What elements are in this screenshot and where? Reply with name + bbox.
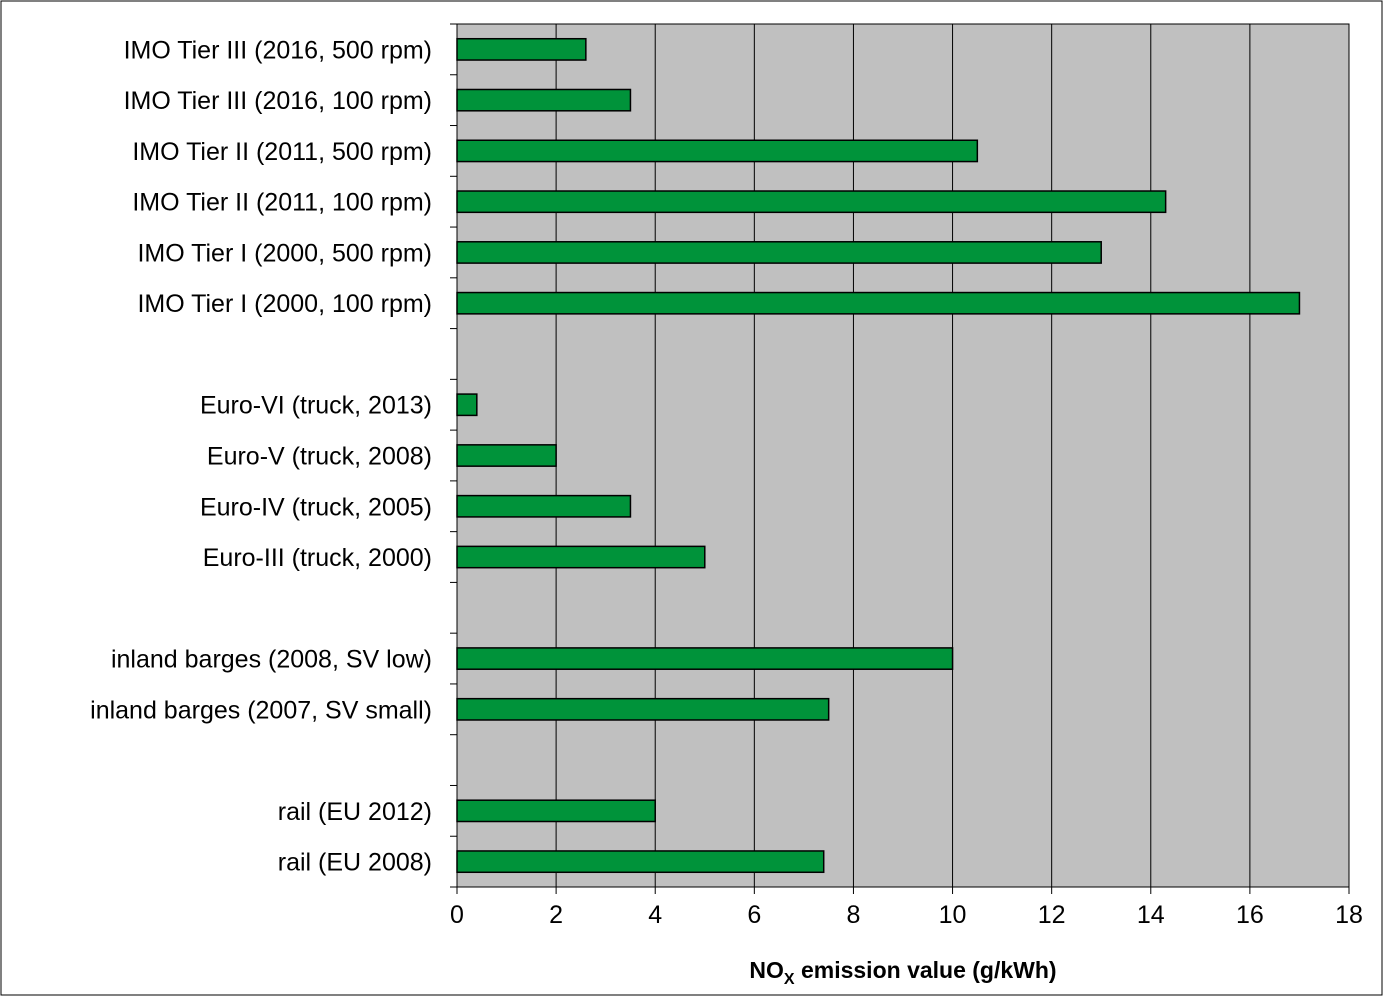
category-label: Euro-VI (truck, 2013) xyxy=(200,392,432,420)
category-label: inland barges (2007, SV small) xyxy=(90,696,432,724)
grid-lines xyxy=(555,24,1251,887)
x-axis-title-subscript: X xyxy=(784,971,795,988)
category-label: IMO Tier II (2011, 500 rpm) xyxy=(132,138,432,166)
x-tick-label: 0 xyxy=(450,901,464,929)
x-tick-label: 6 xyxy=(747,901,761,929)
x-tick-label: 14 xyxy=(1137,901,1165,929)
x-tick-label: 2 xyxy=(549,901,563,929)
x-tick-label: 16 xyxy=(1236,901,1264,929)
bar xyxy=(456,850,825,874)
plot-area xyxy=(456,23,1350,888)
x-tick-label: 18 xyxy=(1335,901,1363,929)
x-tick-label: 10 xyxy=(939,901,967,929)
category-label: Euro-V (truck, 2008) xyxy=(207,443,432,471)
category-label: rail (EU 2012) xyxy=(278,798,432,826)
x-axis-tick-marks xyxy=(456,887,1350,894)
category-label: Euro-IV (truck, 2005) xyxy=(200,493,432,521)
bar xyxy=(456,393,478,417)
bar xyxy=(456,291,1301,315)
bar xyxy=(456,494,632,518)
bar xyxy=(456,241,1102,264)
category-label: Euro-III (truck, 2000) xyxy=(203,544,432,572)
bar xyxy=(456,88,632,112)
category-tick-marks xyxy=(450,23,457,888)
x-axis-tick-labels: 0 2 4 6 8 10 12 14 16 18 xyxy=(450,901,1363,929)
bar xyxy=(456,545,706,569)
bars xyxy=(456,37,1301,874)
category-label: inland barges (2008, SV low) xyxy=(111,646,432,674)
category-label: IMO Tier I (2000, 100 rpm) xyxy=(137,290,432,318)
bar xyxy=(456,37,587,61)
bar xyxy=(456,190,1167,214)
x-tick-label: 12 xyxy=(1038,901,1066,929)
x-tick-label: 4 xyxy=(648,901,662,929)
x-tick-label: 8 xyxy=(846,901,860,929)
bar xyxy=(456,139,979,163)
bar xyxy=(456,697,830,721)
x-axis-title: NOX emission value (g/kWh) xyxy=(749,957,1056,988)
bar xyxy=(456,799,656,823)
category-label: rail (EU 2008) xyxy=(278,849,432,877)
category-label: IMO Tier I (2000, 500 rpm) xyxy=(137,239,432,267)
category-label: IMO Tier III (2016, 100 rpm) xyxy=(124,87,432,115)
category-label: IMO Tier II (2011, 100 rpm) xyxy=(132,189,432,217)
category-label: IMO Tier III (2016, 500 rpm) xyxy=(124,36,432,64)
category-labels: IMO Tier III (2016, 500 rpm) IMO Tier III… xyxy=(90,36,432,876)
bar xyxy=(456,444,557,467)
bar xyxy=(456,647,954,670)
